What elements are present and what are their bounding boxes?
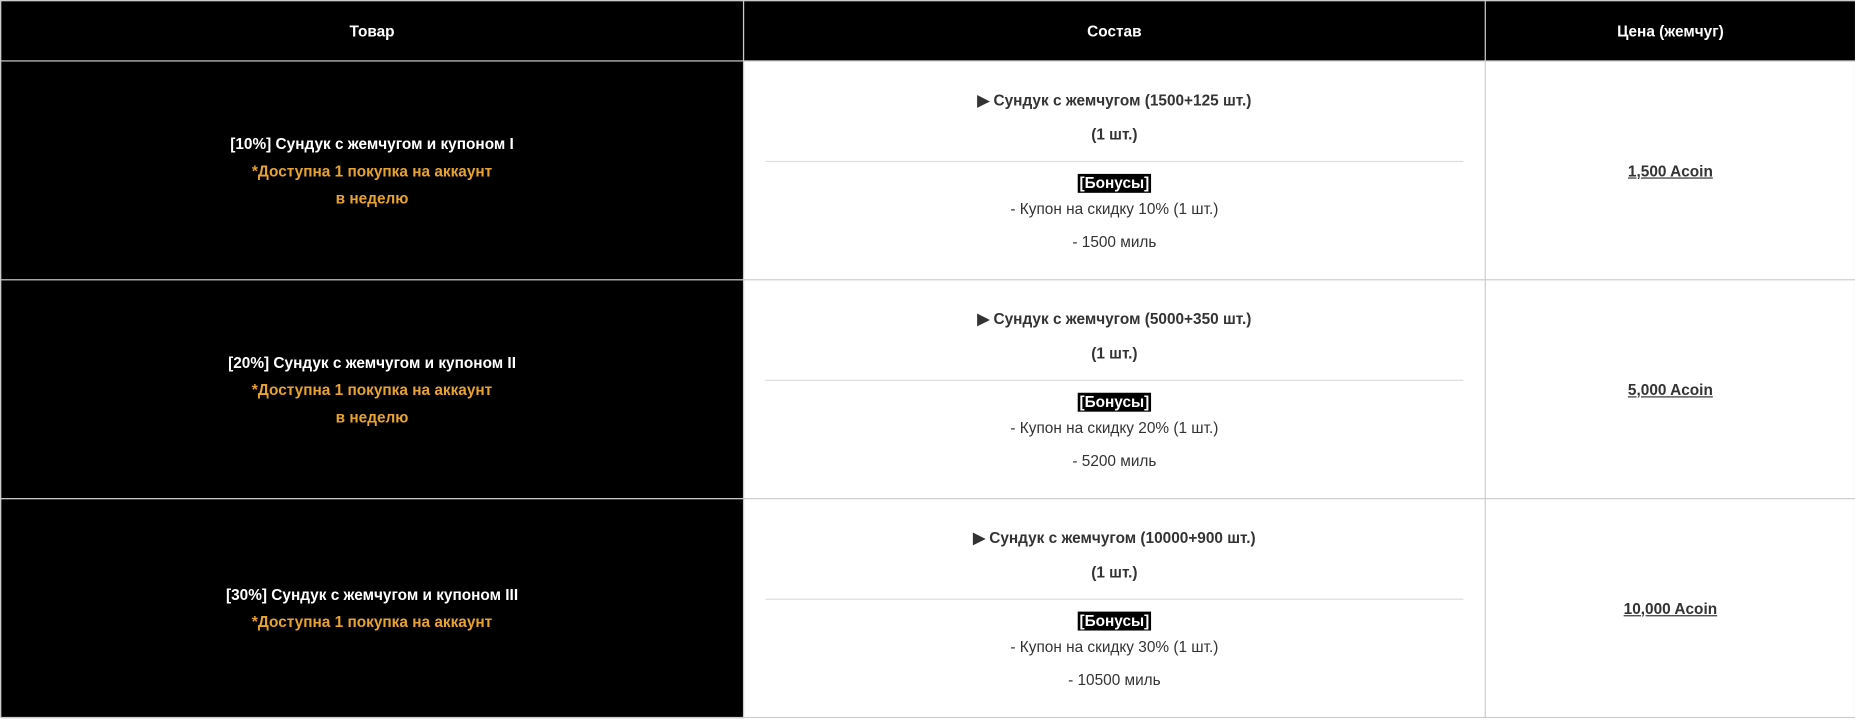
item-qty: (1 шт.) xyxy=(1091,562,1138,581)
purchase-limit: *Доступна 1 покупка на аккаунт xyxy=(251,161,493,180)
divider xyxy=(765,160,1464,162)
purchase-limit-period: в неделю xyxy=(335,407,409,426)
product-name: [30%] Сундук с жемчугом и купоном III xyxy=(225,585,519,604)
header-product: Товар xyxy=(0,0,745,62)
bonus-tag: [Бонусы] xyxy=(1078,392,1151,412)
header-contents: Состав xyxy=(742,0,1486,62)
divider xyxy=(765,598,1464,600)
price-link[interactable]: 5,000 Acoin xyxy=(1627,380,1713,399)
bonus-coupon: - Купон на скидку 10% (1 шт.) xyxy=(1010,199,1219,218)
header-price: Цена (жемчуг) xyxy=(1484,0,1855,62)
purchase-limit: *Доступна 1 покупка на аккаунт xyxy=(251,612,493,631)
item-name: ▶ Сундук с жемчугом (5000+350 шт.) xyxy=(977,309,1252,328)
item-name: ▶ Сундук с жемчугом (10000+900 шт.) xyxy=(973,528,1256,546)
item-qty: (1 шт.) xyxy=(1091,343,1138,362)
price-cell: 1,500 Acoin xyxy=(1484,60,1855,281)
bonus-tag: [Бонусы] xyxy=(1078,173,1151,193)
bonus-miles: - 10500 миль xyxy=(1068,670,1161,688)
item-qty: (1 шт.) xyxy=(1091,124,1138,143)
bonus-tag: [Бонусы] xyxy=(1078,611,1151,630)
product-name: [20%] Сундук с жемчугом и купоном II xyxy=(228,353,516,371)
contents-cell: ▶ Сундук с жемчугом (10000+900 шт.) (1 ш… xyxy=(742,498,1486,719)
price-cell: 5,000 Acoin xyxy=(1484,279,1855,500)
purchase-limit: *Доступна 1 покупка на аккаунт xyxy=(251,380,493,399)
table-header: Товар Состав Цена (жемчуг) xyxy=(0,0,1855,62)
price-cell: 10,000 Acoin xyxy=(1484,498,1855,719)
table-row: [10%] Сундук с жемчугом и купоном I *Дос… xyxy=(0,60,1855,281)
bonus-coupon: - Купон на скидку 30% (1 шт.) xyxy=(1010,637,1219,655)
divider xyxy=(765,379,1464,381)
item-name: ▶ Сундук с жемчугом (1500+125 шт.) xyxy=(977,90,1252,109)
contents-cell: ▶ Сундук с жемчугом (1500+125 шт.) (1 шт… xyxy=(742,60,1486,281)
bonus-coupon: - Купон на скидку 20% (1 шт.) xyxy=(1010,418,1219,436)
product-cell: [30%] Сундук с жемчугом и купоном III *Д… xyxy=(0,498,745,719)
product-cell: [20%] Сундук с жемчугом и купоном II *До… xyxy=(0,279,745,500)
price-link[interactable]: 1,500 Acoin xyxy=(1627,161,1713,180)
table-row: [30%] Сундук с жемчугом и купоном III *Д… xyxy=(0,498,1855,719)
product-name: [10%] Сундук с жемчугом и купоном I xyxy=(230,134,514,153)
table-row: [20%] Сундук с жемчугом и купоном II *До… xyxy=(0,279,1855,500)
bonus-miles: - 1500 миль xyxy=(1072,232,1157,251)
purchase-limit-period: в неделю xyxy=(335,188,409,207)
product-cell: [10%] Сундук с жемчугом и купоном I *Дос… xyxy=(0,60,745,281)
contents-cell: ▶ Сундук с жемчугом (5000+350 шт.) (1 шт… xyxy=(742,279,1486,500)
price-link[interactable]: 10,000 Acoin xyxy=(1623,599,1718,617)
bonus-miles: - 5200 миль xyxy=(1072,451,1157,470)
